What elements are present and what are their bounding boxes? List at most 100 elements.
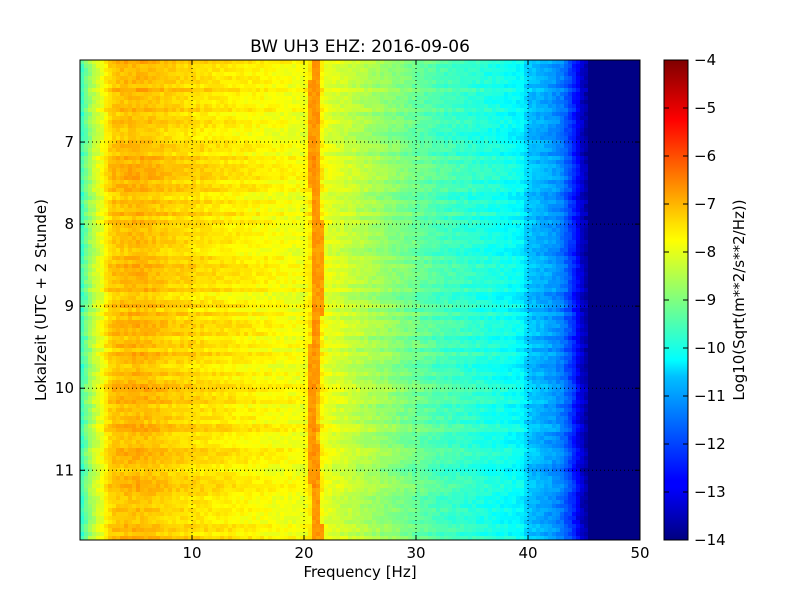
heatmap-cell (200, 156, 205, 161)
heatmap-cell (524, 84, 529, 89)
heatmap-cell (372, 60, 377, 65)
heatmap-cell (304, 160, 309, 165)
heatmap-cell (532, 196, 537, 201)
heatmap-cell (532, 68, 537, 73)
heatmap-cell (436, 112, 441, 117)
heatmap-cell (596, 172, 601, 177)
heatmap-cell (624, 124, 629, 129)
heatmap-cell (200, 172, 205, 177)
heatmap-cell (568, 80, 573, 85)
heatmap-cell (460, 84, 465, 89)
heatmap-cell (292, 104, 297, 109)
heatmap-cell (252, 108, 257, 113)
heatmap-cell (372, 140, 377, 145)
heatmap-cell (232, 184, 237, 189)
heatmap-cell (228, 88, 233, 93)
heatmap-cell (488, 180, 493, 185)
heatmap-cell (256, 108, 261, 113)
heatmap-cell (216, 188, 221, 193)
heatmap-cell (548, 192, 553, 197)
heatmap-cell (200, 100, 205, 105)
heatmap-cell (368, 120, 373, 125)
heatmap-cell (628, 184, 633, 189)
heatmap-cell (232, 112, 237, 117)
heatmap-cell (208, 108, 213, 113)
heatmap-cell (316, 120, 321, 125)
heatmap-cell (476, 116, 481, 121)
heatmap-cell (628, 188, 633, 193)
heatmap-cell (524, 196, 529, 201)
heatmap-cell (540, 128, 545, 133)
heatmap-cell (336, 200, 341, 205)
heatmap-cell (96, 112, 101, 117)
heatmap-cell (624, 116, 629, 121)
heatmap-cell (104, 156, 109, 161)
heatmap-cell (452, 200, 457, 205)
heatmap-cell (188, 64, 193, 69)
heatmap-cell (508, 60, 513, 65)
heatmap-cell (520, 104, 525, 109)
heatmap-cell (516, 64, 521, 69)
heatmap-cell (348, 188, 353, 193)
heatmap-cell (308, 168, 313, 173)
heatmap-cell (580, 120, 585, 125)
heatmap-cell (156, 84, 161, 89)
heatmap-cell (468, 168, 473, 173)
heatmap-cell (576, 100, 581, 105)
heatmap-cell (312, 180, 317, 185)
heatmap-cell (556, 116, 561, 121)
heatmap-cell (520, 128, 525, 133)
heatmap-cell (288, 152, 293, 157)
heatmap-cell (112, 180, 117, 185)
heatmap-cell (208, 96, 213, 101)
heatmap-cell (372, 164, 377, 169)
heatmap-cell (184, 92, 189, 97)
heatmap-cell (100, 84, 105, 89)
heatmap-cell (492, 96, 497, 101)
heatmap-cell (364, 84, 369, 89)
heatmap-cell (520, 88, 525, 93)
heatmap-cell (476, 156, 481, 161)
heatmap-cell (96, 148, 101, 153)
heatmap-cell (324, 104, 329, 109)
heatmap-cell (204, 64, 209, 69)
heatmap-cell (524, 192, 529, 197)
heatmap-cell (480, 188, 485, 193)
heatmap-cell (180, 164, 185, 169)
heatmap-cell (112, 200, 117, 205)
heatmap-cell (572, 160, 577, 165)
heatmap-cell (404, 84, 409, 89)
heatmap-cell (396, 188, 401, 193)
heatmap-cell (200, 188, 205, 193)
heatmap-cell (220, 64, 225, 69)
heatmap-cell (440, 80, 445, 85)
heatmap-cell (108, 116, 113, 121)
heatmap-cell (184, 200, 189, 205)
heatmap-cell (136, 68, 141, 73)
heatmap-cell (504, 132, 509, 137)
heatmap-cell (80, 152, 85, 157)
heatmap-cell (456, 132, 461, 137)
heatmap-cell (604, 112, 609, 117)
heatmap-cell (620, 152, 625, 157)
heatmap-cell (84, 164, 89, 169)
heatmap-cell (304, 144, 309, 149)
heatmap-cell (288, 136, 293, 141)
heatmap-cell (612, 112, 617, 117)
heatmap-cell (624, 76, 629, 81)
heatmap-cell (200, 164, 205, 169)
heatmap-cell (308, 148, 313, 153)
heatmap-cell (600, 180, 605, 185)
heatmap-cell (328, 92, 333, 97)
heatmap-cell (272, 196, 277, 201)
heatmap-cell (364, 156, 369, 161)
heatmap-cell (120, 136, 125, 141)
heatmap-cell (468, 96, 473, 101)
heatmap-cell (480, 160, 485, 165)
heatmap-cell (112, 60, 117, 65)
heatmap-cell (172, 160, 177, 165)
heatmap-cell (564, 180, 569, 185)
heatmap-cell (132, 152, 137, 157)
heatmap-cell (156, 172, 161, 177)
heatmap-cell (444, 176, 449, 181)
